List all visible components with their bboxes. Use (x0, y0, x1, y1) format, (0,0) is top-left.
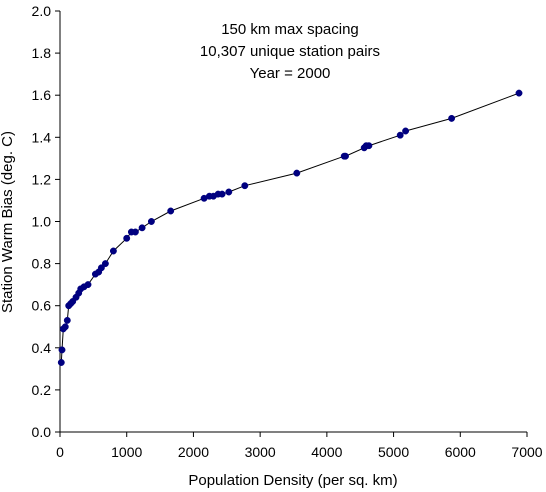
x-axis-title: Population Density (per sq. km) (188, 472, 397, 489)
x-tick-label: 3000 (245, 444, 276, 460)
x-tick-label: 7000 (511, 444, 542, 460)
data-point (97, 264, 105, 272)
y-tick-label: 1.2 (32, 171, 52, 187)
data-point (101, 260, 109, 268)
data-point (109, 247, 117, 255)
x-ticks: 0 1000 2000 3000 4000 5000 6000 7000 (56, 432, 543, 460)
x-tick-label: 6000 (445, 444, 476, 460)
y-tick-label: 1.6 (32, 87, 52, 103)
y-tick-label: 0.0 (32, 424, 52, 440)
data-point (448, 114, 456, 122)
data-point (342, 152, 349, 160)
y-tick-label: 1.8 (32, 45, 52, 61)
x-tick-label: 2000 (178, 444, 209, 460)
y-tick-label: 0.2 (32, 382, 52, 398)
data-point (402, 127, 410, 135)
data-point (218, 190, 226, 198)
x-tick-label: 5000 (378, 444, 409, 460)
data-point (131, 228, 139, 236)
annotation-line-1: 150 km max spacing (221, 21, 359, 38)
annotation-line-2: 10,307 unique station pairs (200, 43, 380, 60)
data-point (225, 188, 233, 196)
y-tick-label: 2.0 (32, 3, 52, 19)
data-point (123, 234, 131, 242)
data-point (241, 182, 249, 190)
data-point (58, 346, 66, 354)
y-tick-label: 1.0 (32, 214, 52, 230)
annotation-line-3: Year = 2000 (250, 65, 331, 82)
y-tick-label: 1.4 (32, 129, 52, 145)
y-ticks: 0.0 0.2 0.4 0.6 0.8 1.0 1.2 1.4 1.6 1.8 2.0 (32, 3, 60, 440)
data-point (138, 224, 146, 232)
data-point (365, 142, 373, 150)
data-point (167, 207, 175, 215)
y-tick-label: 0.8 (32, 256, 52, 272)
data-point (293, 169, 301, 177)
data-point (396, 131, 404, 139)
x-tick-label: 1000 (111, 444, 142, 460)
y-tick-label: 0.4 (32, 340, 52, 356)
x-tick-label: 0 (56, 444, 64, 460)
x-tick-label: 4000 (311, 444, 342, 460)
data-point (63, 316, 71, 324)
y-axis-title: Station Warm Bias (deg. C) (0, 131, 16, 313)
data-point (515, 89, 523, 97)
series-points (57, 89, 523, 366)
data-point (57, 359, 65, 366)
data-point (147, 218, 155, 225)
data-point (84, 281, 92, 289)
y-tick-label: 0.6 (32, 298, 52, 314)
data-point (61, 323, 69, 331)
